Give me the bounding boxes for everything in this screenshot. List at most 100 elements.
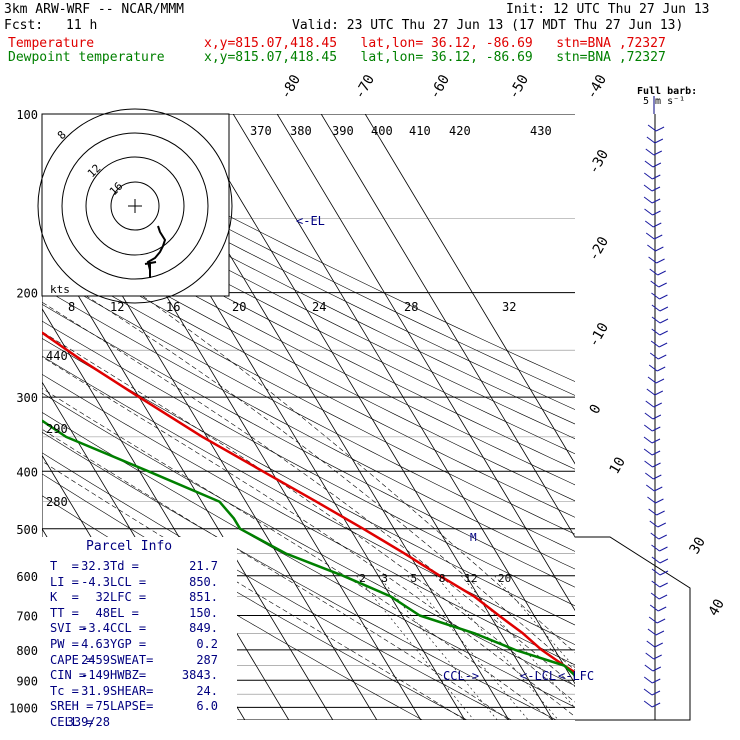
wind-barb-shaft	[651, 292, 660, 300]
parcel-info-cell: CELL =	[50, 715, 94, 729]
wind-barb-shaft	[644, 208, 653, 216]
wind-barb-flag	[654, 486, 663, 492]
grid-labels: 2 3 5 8 12 20 -80 -70 -60 -50 -40 -30 -20 -10 0 10 30 40 3…	[46, 72, 728, 619]
wind-barb-flag	[652, 462, 661, 468]
barb-panel-outline	[575, 536, 691, 721]
wind-barb-shaft	[646, 388, 656, 396]
dry-adiabat	[42, 196, 575, 470]
init-time: Init: 12 UTC Thu 27 Jun 13	[506, 2, 710, 17]
wind-barb-flag	[651, 690, 661, 696]
dewpoint-profile	[42, 419, 575, 679]
wind-barb-shaft	[645, 148, 655, 156]
parcel-info-cell: 21.7	[189, 559, 218, 573]
wind-barb-flag	[657, 522, 666, 528]
mixing-ratio-label: 12	[464, 572, 477, 585]
pressure-tick-label: 700	[16, 610, 38, 624]
barb-legend-line1: Full barb:	[637, 86, 697, 97]
dry-adiabat	[42, 116, 575, 382]
parcel-info-cell: YGP =	[110, 637, 147, 651]
moist-adiabat	[42, 227, 575, 654]
wind-barb-flag	[658, 342, 668, 348]
dry-adiabat	[42, 412, 575, 708]
parcel-info-panel: Parcel Info T = 32.3 Td = 21.7 LI = -4.3 LCL =…	[42, 537, 237, 729]
wind-barb-shaft	[648, 508, 657, 516]
pressure-tick-label: 900	[16, 674, 38, 688]
hodograph-speed-label: 8	[68, 300, 75, 314]
isotherm-label: 0	[587, 402, 605, 417]
mixing-ratio-label: 2	[359, 572, 366, 585]
dry-adiabat	[42, 168, 575, 440]
dry-adiabat	[42, 355, 575, 645]
hodograph-speed-label: 12	[110, 300, 124, 314]
wind-barb-shaft	[645, 400, 655, 408]
hodograph-speed-label: 20	[232, 300, 246, 314]
isotherm	[320, 114, 575, 538]
dry-adiabat	[42, 373, 575, 666]
parcel-info-cell: 32.3	[81, 559, 110, 573]
wind-barb-flag	[656, 366, 666, 372]
wind-barb-flag	[652, 426, 661, 432]
dry-adiabat-label: 290	[46, 422, 68, 436]
hodograph-speed-label: 16	[166, 300, 180, 314]
wind-barb-shaft	[649, 520, 659, 528]
parcel-info-cell: -3.4	[81, 621, 110, 636]
dewpoint-legend: Dewpoint temperature	[8, 50, 165, 65]
moist-adiabat	[42, 460, 465, 720]
parcel-info-cell: 6.0	[196, 699, 218, 714]
isotherm	[0, 114, 25, 720]
wind-barb-flag	[653, 150, 663, 156]
parcel-info-cell: SWEAT=	[110, 652, 154, 667]
dry-adiabat-label: 440	[46, 349, 68, 363]
parcel-info-cell: 31.9	[81, 683, 110, 698]
wind-barb-flag	[653, 654, 662, 660]
parcel-info-cell: -4.3	[81, 574, 110, 589]
dry-adiabat	[42, 155, 575, 425]
wind-barb-shaft	[647, 124, 657, 132]
wind-barb-flag	[659, 546, 668, 552]
mixing-ratio-line	[460, 575, 575, 709]
wind-barb-shaft	[651, 328, 661, 336]
parcel-info-cell: SVI =	[50, 621, 87, 636]
wind-barb-flag	[653, 222, 662, 228]
wind-barb-shaft	[643, 196, 653, 204]
wind-barb-flag	[659, 582, 668, 588]
hodograph-trace	[146, 225, 167, 271]
isotherm-label: 30	[687, 534, 709, 557]
wind-barb-flag	[653, 402, 662, 408]
wind-barb-flag	[651, 186, 661, 192]
wind-barb-flag	[658, 354, 667, 360]
parcel-info-cell: CCL =	[110, 621, 147, 636]
isotherm-label: -60	[427, 72, 454, 102]
parcel-info-cell: K =	[50, 590, 79, 605]
dry-adiabat-label: 420	[449, 124, 471, 138]
hodograph-ring	[61, 132, 209, 280]
wind-barb-shaft	[649, 352, 659, 360]
isotherm-label: -40	[584, 72, 611, 102]
parcel-info-cell: CIN =	[50, 668, 87, 683]
mixing-ratio-label: 5	[411, 572, 418, 585]
dry-adiabat	[42, 129, 575, 396]
pressure-tick-label: 200	[16, 287, 38, 301]
pressure-tick-label: 100	[16, 108, 38, 122]
profiles	[42, 331, 575, 679]
mixing-ratio-line	[407, 575, 529, 720]
wind-barb-flag	[659, 558, 669, 564]
pressure-tick-label: 400	[16, 465, 38, 479]
wind-barb-shaft	[647, 496, 656, 504]
wind-barb-flag	[658, 594, 668, 600]
pressure-axis: 100 200 300 400 500 600 700 800 900 1000	[9, 108, 38, 715]
hodograph-storm-marker	[144, 261, 157, 278]
parcel-info-cell: 24.	[196, 683, 218, 698]
dry-adiabat	[42, 392, 575, 687]
mixing-ratio-label: 8	[439, 572, 446, 585]
dry-adiabat-label: 410	[409, 124, 431, 138]
parcel-info-cell: -149	[81, 668, 110, 683]
wind-barb-flag	[657, 270, 666, 276]
wind-barb-flag	[659, 570, 669, 576]
isotherm	[188, 114, 554, 720]
pressure-tick-label: 800	[16, 644, 38, 658]
parcel-info-cell: TT =	[50, 605, 79, 620]
wind-barb-flag	[654, 642, 663, 648]
